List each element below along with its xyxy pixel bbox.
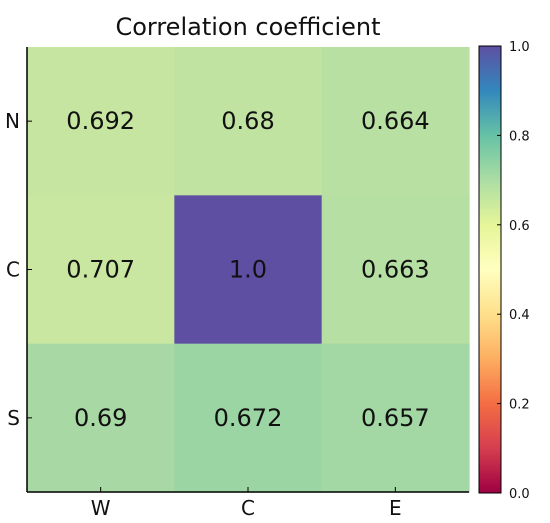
- x-tick-label: C: [241, 496, 255, 520]
- y-tick-label: C: [6, 258, 20, 282]
- cell-value-label: 0.663: [361, 256, 430, 284]
- colorbar-tick-label: 1.0: [509, 40, 530, 55]
- heatmap-cells: [27, 47, 470, 493]
- cell-value-label: 1.0: [229, 256, 267, 284]
- x-tick-label: E: [389, 496, 402, 520]
- heatmap-cell: [174, 343, 323, 493]
- cell-value-label: 0.692: [66, 107, 135, 135]
- heatmap-cell: [27, 343, 175, 493]
- chart-title: Correlation coefficient: [115, 13, 380, 41]
- heatmap-cell-labels: 0.692 0.68 0.664 0.707 1.0 0.663 0.69 0.672 0.65…: [66, 107, 429, 432]
- heatmap-cell: [321, 47, 470, 196]
- colorbar-gradient: [478, 45, 502, 494]
- heatmap-cell: [27, 47, 175, 196]
- y-axis-ticks: N C S: [5, 109, 32, 430]
- colorbar-tick-label: 0.4: [509, 308, 530, 323]
- colorbar-tick-label: 0.6: [509, 219, 530, 234]
- heatmap-cell: [174, 195, 323, 345]
- colorbar-ticks: 0.0 0.2 0.4 0.6 0.8 1.0: [497, 40, 530, 502]
- heatmap-cell: [174, 47, 323, 196]
- colorbar-tick-label: 0.0: [509, 487, 530, 502]
- x-tick-label: W: [91, 496, 111, 520]
- colorbar-tick-label: 0.2: [509, 398, 530, 413]
- cell-value-label: 0.672: [214, 404, 283, 432]
- colorbar: [478, 45, 502, 494]
- colorbar-tick-label: 0.8: [509, 129, 530, 144]
- heatmap-cell: [321, 195, 470, 345]
- cell-value-label: 0.664: [361, 107, 430, 135]
- cell-value-label: 0.707: [66, 256, 135, 284]
- heatmap-cell: [27, 195, 175, 345]
- y-tick-label: N: [5, 109, 20, 133]
- cell-value-label: 0.68: [221, 107, 274, 135]
- cell-value-label: 0.657: [361, 404, 430, 432]
- y-tick-label: S: [7, 406, 20, 430]
- heatmap-cell: [321, 343, 470, 493]
- cell-value-label: 0.69: [74, 404, 127, 432]
